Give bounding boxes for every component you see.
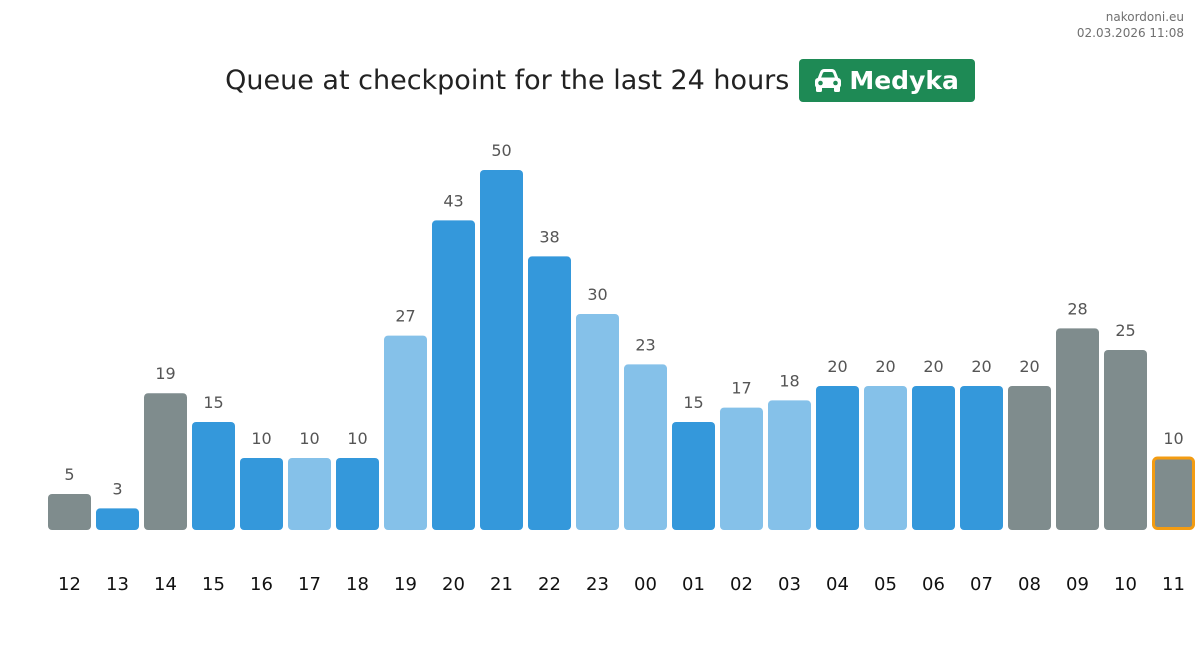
bar-current-hour[interactable] [1152, 456, 1195, 530]
bar-18[interactable] [336, 458, 379, 530]
x-tick-label: 08 [1018, 574, 1041, 595]
bar-09[interactable] [1056, 328, 1099, 530]
x-tick-label: 06 [922, 574, 945, 595]
x-tick-label: 09 [1066, 574, 1089, 595]
bar-13[interactable] [96, 508, 139, 530]
bar-17[interactable] [288, 458, 331, 530]
checkpoint-badge[interactable]: Medyka [799, 59, 975, 102]
bar-22[interactable] [528, 256, 571, 530]
bar-value-label: 17 [731, 379, 751, 398]
bar-value-label: 20 [875, 357, 895, 376]
site-info: nakordoni.eu 02.03.2026 11:08 [1077, 9, 1184, 41]
bar-06[interactable] [912, 386, 955, 530]
bar-value-label: 18 [779, 371, 799, 390]
checkpoint-name: Medyka [849, 66, 959, 95]
bar-01[interactable] [672, 422, 715, 530]
bar-03[interactable] [768, 400, 811, 530]
bar-value-label: 10 [1163, 429, 1183, 448]
bar-value-label: 10 [251, 429, 271, 448]
x-tick-label: 10 [1114, 574, 1137, 595]
bar-15[interactable] [192, 422, 235, 530]
bar-05[interactable] [864, 386, 907, 530]
x-tick-label: 00 [634, 574, 657, 595]
bar-14[interactable] [144, 393, 187, 530]
bar-00[interactable] [624, 364, 667, 530]
x-tick-label: 22 [538, 574, 561, 595]
bar-value-label: 30 [587, 285, 607, 304]
bar-12[interactable] [48, 494, 91, 530]
bar-16[interactable] [240, 458, 283, 530]
bar-value-label: 5 [64, 465, 74, 484]
bar-value-label: 23 [635, 335, 655, 354]
x-tick-label: 17 [298, 574, 321, 595]
bar-08[interactable] [1008, 386, 1051, 530]
bar-20[interactable] [432, 220, 475, 530]
x-tick-label: 16 [250, 574, 273, 595]
bar-21[interactable] [480, 170, 523, 530]
bar-value-label: 43 [443, 191, 463, 210]
bar-value-label: 10 [347, 429, 367, 448]
bar-04[interactable] [816, 386, 859, 530]
bar-value-label: 25 [1115, 321, 1135, 340]
bar-value-label: 20 [971, 357, 991, 376]
bar-value-label: 15 [203, 393, 223, 412]
x-tick-label: 07 [970, 574, 993, 595]
bar-10[interactable] [1104, 350, 1147, 530]
x-tick-label: 02 [730, 574, 753, 595]
bar-value-label: 27 [395, 307, 415, 326]
bar-value-label: 50 [491, 141, 511, 160]
chart-header: Queue at checkpoint for the last 24 hour… [0, 59, 1200, 102]
bar-value-label: 19 [155, 364, 175, 383]
x-tick-label: 15 [202, 574, 225, 595]
x-tick-label: 18 [346, 574, 369, 595]
x-tick-label: 03 [778, 574, 801, 595]
bar-value-label: 15 [683, 393, 703, 412]
chart-title: Queue at checkpoint for the last 24 hour… [225, 65, 790, 96]
x-tick-label: 04 [826, 574, 849, 595]
x-tick-label: 14 [154, 574, 177, 595]
bar-value-label: 10 [299, 429, 319, 448]
bar-value-label: 38 [539, 227, 559, 246]
x-tick-label: 21 [490, 574, 513, 595]
x-tick-label: 19 [394, 574, 417, 595]
bar-value-label: 20 [923, 357, 943, 376]
x-tick-label: 23 [586, 574, 609, 595]
site-domain[interactable]: nakordoni.eu [1105, 10, 1184, 24]
x-tick-label: 12 [58, 574, 81, 595]
bar-19[interactable] [384, 335, 427, 530]
bar-value-label: 28 [1067, 299, 1087, 318]
bar-value-label: 3 [112, 479, 122, 498]
bar-02[interactable] [720, 407, 763, 530]
bar-value-label: 20 [1019, 357, 1039, 376]
x-tick-label: 05 [874, 574, 897, 595]
bar-23[interactable] [576, 314, 619, 530]
x-tick-label: 01 [682, 574, 705, 595]
x-tick-label: 11 [1162, 574, 1185, 595]
x-tick-label: 13 [106, 574, 129, 595]
site-timestamp: 02.03.2026 11:08 [1076, 26, 1184, 40]
bar-value-label: 20 [827, 357, 847, 376]
car-icon [813, 68, 843, 93]
x-tick-label: 20 [442, 574, 465, 595]
bar-07[interactable] [960, 386, 1003, 530]
